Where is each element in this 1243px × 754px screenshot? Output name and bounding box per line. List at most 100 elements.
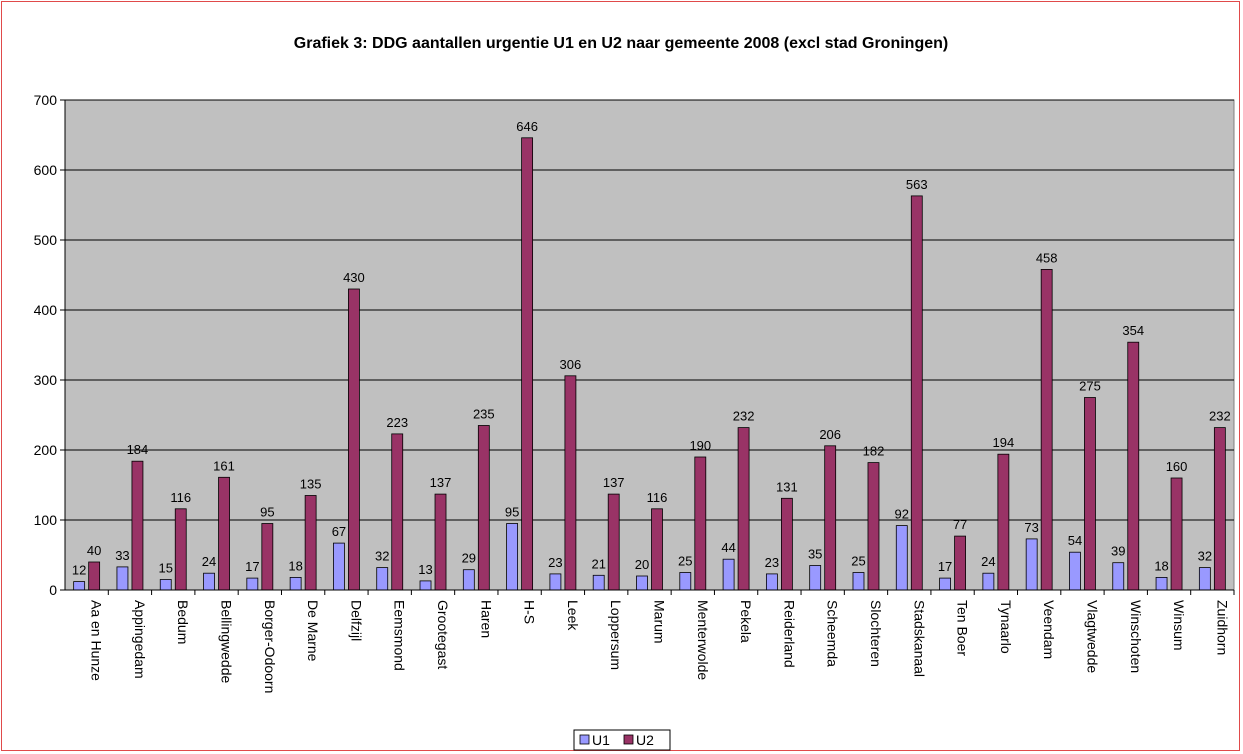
bar-u2 — [521, 137, 534, 591]
data-label-u1: 21 — [591, 556, 605, 571]
bar-u1 — [462, 569, 475, 591]
data-label-u2: 116 — [647, 490, 668, 505]
bar-u2 — [174, 508, 187, 591]
data-label-u1: 24 — [981, 554, 995, 569]
legend-label-u2: U2 — [636, 732, 654, 748]
x-category-label: Vlagtwedde — [1084, 600, 1100, 673]
data-label-u1: 33 — [115, 548, 129, 563]
data-label-u2: 184 — [127, 442, 149, 457]
bar-u1 — [73, 581, 86, 591]
x-category-label: Loppersum — [608, 600, 624, 670]
data-label-u1: 95 — [505, 505, 519, 520]
data-label-u1: 32 — [375, 549, 389, 564]
data-label-u2: 137 — [603, 475, 625, 490]
data-label-u2: 182 — [863, 444, 885, 459]
bar-u2 — [564, 375, 577, 591]
bar-u1 — [722, 558, 735, 591]
data-label-u1: 29 — [462, 551, 476, 566]
bar-u2 — [261, 523, 274, 591]
x-category-label: Menterwolde — [695, 600, 711, 680]
bar-u1 — [333, 542, 345, 591]
bar-u1 — [376, 567, 389, 591]
x-category-label: Appingedam — [132, 600, 148, 679]
data-label-u2: 646 — [516, 119, 538, 134]
bar-u2 — [954, 535, 966, 591]
bar-u1 — [116, 566, 129, 591]
data-label-u2: 40 — [87, 543, 101, 558]
x-axis: Aa en Hunze Appingedam Bedum Bellingwedde Bo… — [65, 589, 1235, 693]
bar-u2 — [997, 453, 1010, 591]
legend-swatch-u2 — [623, 734, 634, 745]
bar-u1 — [765, 573, 778, 591]
x-category-label: Stadskanaal — [911, 600, 927, 677]
legend-box — [573, 729, 671, 751]
bar-u1 — [895, 525, 908, 591]
x-category-label: Slochteren — [868, 600, 884, 667]
data-label-u2: 160 — [1166, 459, 1188, 474]
bar-u2 — [391, 433, 404, 591]
bar-u2 — [434, 493, 447, 591]
y-tick-label: 300 — [34, 372, 58, 388]
data-label-u2: 137 — [430, 475, 452, 490]
data-label-u1: 23 — [548, 555, 562, 570]
data-label-u2: 77 — [953, 517, 967, 532]
legend: U1 U2 — [573, 729, 671, 751]
data-label-u2: 232 — [1209, 409, 1231, 424]
y-tick-label: 200 — [34, 442, 58, 458]
bar-u1 — [1069, 551, 1081, 591]
data-label-u2: 458 — [1036, 250, 1058, 265]
data-label-u1: 20 — [635, 557, 649, 572]
data-label-u2: 354 — [1122, 323, 1144, 338]
bar-u2 — [1040, 268, 1053, 591]
data-label-u2: 206 — [819, 427, 841, 442]
bar-u2 — [694, 456, 707, 591]
x-category-label: Haren — [478, 600, 494, 638]
bar-u2 — [477, 425, 490, 591]
bar-u1 — [506, 523, 519, 591]
data-label-u1: 44 — [721, 540, 735, 555]
data-label-u2: 306 — [560, 357, 582, 372]
bar-u1 — [246, 577, 259, 591]
legend-swatch-u1 — [579, 734, 590, 745]
data-label-u1: 92 — [895, 507, 909, 522]
data-label-u1: 73 — [1024, 520, 1038, 535]
data-label-u1: 35 — [808, 547, 822, 562]
bar-u2 — [867, 462, 880, 591]
x-category-label: Zuidhorn — [1214, 600, 1230, 655]
bar-u2 — [1084, 397, 1096, 591]
data-label-u1: 15 — [159, 561, 173, 576]
bar-u1 — [289, 577, 302, 591]
data-label-u1: 25 — [678, 554, 692, 569]
chart-title: Grafiek 3: DDG aantallen urgentie U1 en … — [294, 35, 948, 52]
x-category-label: Eemsmond — [392, 600, 408, 671]
bar-u2 — [348, 288, 360, 591]
bar-u2 — [607, 493, 620, 591]
x-category-label: Leek — [565, 600, 581, 631]
x-category-label: Tynaarlo — [998, 600, 1014, 654]
data-label-u2: 223 — [386, 415, 408, 430]
data-label-u1: 25 — [851, 554, 865, 569]
bar-u2 — [737, 427, 750, 591]
bars — [73, 137, 1226, 591]
x-category-label: Reiderland — [781, 600, 797, 668]
data-label-u1: 18 — [288, 558, 302, 573]
x-category-label: Bedum — [175, 600, 191, 644]
bar-u2 — [910, 195, 923, 591]
x-category-label: Winschoten — [1128, 600, 1144, 673]
y-tick-label: 500 — [34, 232, 58, 248]
x-category-label: Grootegast — [435, 600, 451, 669]
data-label-u1: 24 — [202, 554, 216, 569]
data-label-u1: 23 — [765, 555, 779, 570]
data-label-u1: 67 — [332, 524, 346, 539]
data-label-u1: 17 — [245, 559, 259, 574]
data-label-u2: 131 — [776, 479, 798, 494]
data-label-u2: 235 — [473, 407, 495, 422]
x-category-label: Bellingwedde — [219, 600, 235, 683]
data-label-u2: 95 — [260, 505, 274, 520]
data-label-u2: 194 — [993, 435, 1015, 450]
data-label-u1: 17 — [938, 559, 952, 574]
y-tick-label: 700 — [34, 92, 58, 108]
y-tick-label: 0 — [49, 582, 57, 598]
